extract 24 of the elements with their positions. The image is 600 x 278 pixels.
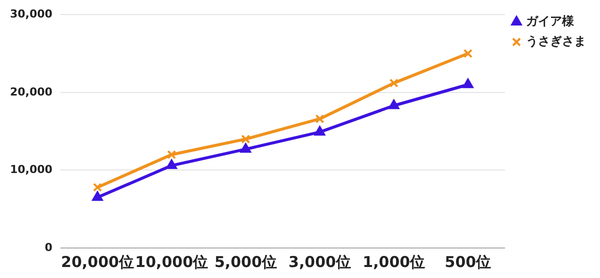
point (314, 126, 326, 136)
point (463, 48, 472, 58)
x-tick-label: 500位 (444, 252, 492, 271)
legend-label: ガイア様 (526, 14, 575, 28)
point (167, 150, 176, 160)
y-tick-label: 30,000 (10, 7, 53, 20)
point (462, 78, 474, 88)
point (240, 143, 252, 153)
legend-label: うさぎさま (526, 34, 586, 48)
point (166, 160, 177, 170)
point (388, 100, 400, 110)
x-tick-label: 3,000位 (288, 252, 351, 271)
y-tick-label: 10,000 (10, 163, 53, 176)
point (92, 191, 103, 201)
y-tick-label: 0 (44, 240, 53, 254)
x-tick-label: 5,000位 (214, 252, 277, 271)
x-tick-label: 1,000位 (362, 252, 426, 271)
point (389, 78, 398, 88)
point (241, 134, 250, 144)
point (315, 114, 324, 124)
point (92, 182, 102, 192)
x-tick-label: 10,000位 (135, 252, 208, 271)
y-tick-label: 20,000 (10, 85, 53, 98)
x-tick-label: 20,000位 (61, 252, 134, 271)
